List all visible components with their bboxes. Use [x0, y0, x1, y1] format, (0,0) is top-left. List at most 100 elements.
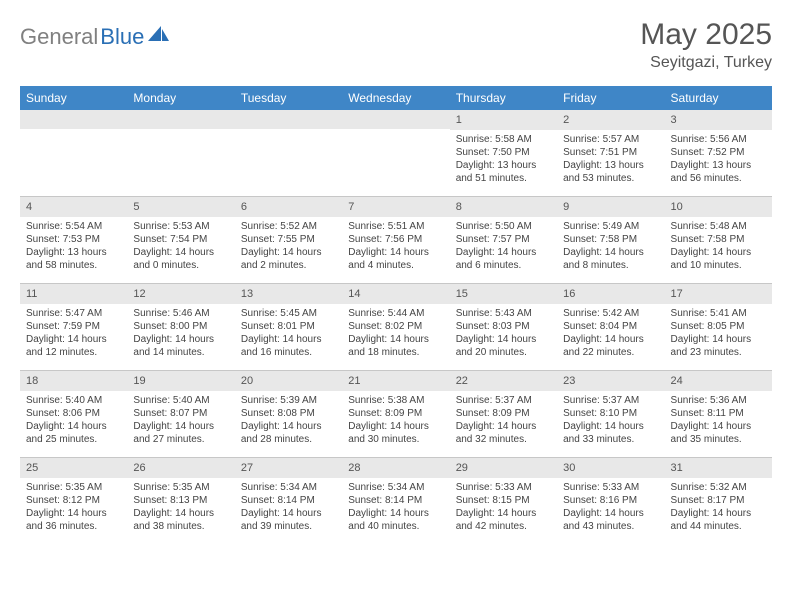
weekday-saturday: Saturday: [665, 86, 772, 110]
day-number: 1: [450, 110, 557, 130]
daylight-text: Daylight: 14 hours and 33 minutes.: [563, 420, 658, 446]
sunrise-text: Sunrise: 5:43 AM: [456, 307, 551, 320]
day-details: Sunrise: 5:42 AMSunset: 8:04 PMDaylight:…: [557, 304, 664, 365]
calendar-day: 5Sunrise: 5:53 AMSunset: 7:54 PMDaylight…: [127, 197, 234, 283]
calendar-day: 20Sunrise: 5:39 AMSunset: 8:08 PMDayligh…: [235, 371, 342, 457]
sunset-text: Sunset: 8:03 PM: [456, 320, 551, 333]
sunset-text: Sunset: 7:58 PM: [671, 233, 766, 246]
sunset-text: Sunset: 8:04 PM: [563, 320, 658, 333]
day-number: 14: [342, 284, 449, 304]
sunset-text: Sunset: 7:53 PM: [26, 233, 121, 246]
day-number: 5: [127, 197, 234, 217]
calendar-day: 14Sunrise: 5:44 AMSunset: 8:02 PMDayligh…: [342, 284, 449, 370]
daylight-text: Daylight: 14 hours and 36 minutes.: [26, 507, 121, 533]
sunrise-text: Sunrise: 5:40 AM: [26, 394, 121, 407]
sunrise-text: Sunrise: 5:36 AM: [671, 394, 766, 407]
calendar-grid: 1Sunrise: 5:58 AMSunset: 7:50 PMDaylight…: [20, 110, 772, 544]
day-details: Sunrise: 5:37 AMSunset: 8:10 PMDaylight:…: [557, 391, 664, 452]
day-number: 9: [557, 197, 664, 217]
sunrise-text: Sunrise: 5:38 AM: [348, 394, 443, 407]
day-number: 16: [557, 284, 664, 304]
day-details: Sunrise: 5:54 AMSunset: 7:53 PMDaylight:…: [20, 217, 127, 278]
daylight-text: Daylight: 13 hours and 51 minutes.: [456, 159, 551, 185]
day-number: 13: [235, 284, 342, 304]
sunset-text: Sunset: 7:55 PM: [241, 233, 336, 246]
sunrise-text: Sunrise: 5:46 AM: [133, 307, 228, 320]
day-details: Sunrise: 5:33 AMSunset: 8:15 PMDaylight:…: [450, 478, 557, 539]
daylight-text: Daylight: 13 hours and 56 minutes.: [671, 159, 766, 185]
calendar-day: 28 Sunrise: 5:34 AMSunset: 8:14 PMDayligh…: [342, 458, 449, 544]
day-details: Sunrise: 5:39 AMSunset: 8:08 PMDaylight:…: [235, 391, 342, 452]
day-details: Sunrise: 5:51 AMSunset: 7:56 PMDaylight:…: [342, 217, 449, 278]
sunrise-text: Sunrise: 5:56 AM: [671, 133, 766, 146]
weekday-thursday: Thursday: [450, 86, 557, 110]
calendar-day: 10Sunrise: 5:48 AMSunset: 7:58 PMDayligh…: [665, 197, 772, 283]
day-number: [342, 110, 449, 129]
sunrise-text: Sunrise: 5:33 AM: [563, 481, 658, 494]
daylight-text: Daylight: 14 hours and 0 minutes.: [133, 246, 228, 272]
day-details: Sunrise: 5:53 AMSunset: 7:54 PMDaylight:…: [127, 217, 234, 278]
sunrise-text: Sunrise: 5:35 AM: [26, 481, 121, 494]
calendar-day: 24Sunrise: 5:36 AMSunset: 8:11 PMDayligh…: [665, 371, 772, 457]
day-number: 10: [665, 197, 772, 217]
sunset-text: Sunset: 8:09 PM: [456, 407, 551, 420]
sunset-text: Sunset: 7:50 PM: [456, 146, 551, 159]
sunset-text: Sunset: 8:10 PM: [563, 407, 658, 420]
day-number: 29: [450, 458, 557, 478]
day-number: 28: [342, 458, 449, 478]
sunset-text: Sunset: 8:08 PM: [241, 407, 336, 420]
sail-icon: [148, 26, 170, 49]
calendar-day: 8Sunrise: 5:50 AMSunset: 7:57 PMDaylight…: [450, 197, 557, 283]
calendar-day: 25Sunrise: 5:35 AMSunset: 8:12 PMDayligh…: [20, 458, 127, 544]
day-details: Sunrise: 5:36 AMSunset: 8:11 PMDaylight:…: [665, 391, 772, 452]
daylight-text: Daylight: 14 hours and 39 minutes.: [241, 507, 336, 533]
day-details: Sunrise: 5:40 AMSunset: 8:06 PMDaylight:…: [20, 391, 127, 452]
month-title: May 2025: [640, 18, 772, 52]
calendar-day: 17Sunrise: 5:41 AMSunset: 8:05 PMDayligh…: [665, 284, 772, 370]
sunset-text: Sunset: 8:01 PM: [241, 320, 336, 333]
daylight-text: Daylight: 14 hours and 6 minutes.: [456, 246, 551, 272]
calendar-week: 18Sunrise: 5:40 AMSunset: 8:06 PMDayligh…: [20, 370, 772, 457]
day-details: Sunrise: 5:50 AMSunset: 7:57 PMDaylight:…: [450, 217, 557, 278]
calendar-day: 3Sunrise: 5:56 AMSunset: 7:52 PMDaylight…: [665, 110, 772, 196]
logo-text-blue: Blue: [100, 24, 144, 50]
sunset-text: Sunset: 8:00 PM: [133, 320, 228, 333]
sunrise-text: Sunrise: 5:44 AM: [348, 307, 443, 320]
day-details: Sunrise: 5:35 AMSunset: 8:12 PMDaylight:…: [20, 478, 127, 539]
day-details: Sunrise: 5:41 AMSunset: 8:05 PMDaylight:…: [665, 304, 772, 365]
day-details: Sunrise: 5:48 AMSunset: 7:58 PMDaylight:…: [665, 217, 772, 278]
weekday-friday: Friday: [557, 86, 664, 110]
day-number: 22: [450, 371, 557, 391]
day-number: 23: [557, 371, 664, 391]
calendar-day-empty: [235, 110, 342, 196]
day-number: 11: [20, 284, 127, 304]
day-details: Sunrise: 5:47 AMSunset: 7:59 PMDaylight:…: [20, 304, 127, 365]
sunrise-text: Sunrise: 5:37 AM: [456, 394, 551, 407]
weekday-wednesday: Wednesday: [342, 86, 449, 110]
sunrise-text: Sunrise: 5:35 AM: [133, 481, 228, 494]
sunrise-text: Sunrise: 5:34 AM: [348, 481, 443, 494]
calendar-day: 13Sunrise: 5:45 AMSunset: 8:01 PMDayligh…: [235, 284, 342, 370]
weekday-tuesday: Tuesday: [235, 86, 342, 110]
calendar-day: 11Sunrise: 5:47 AMSunset: 7:59 PMDayligh…: [20, 284, 127, 370]
daylight-text: Daylight: 14 hours and 42 minutes.: [456, 507, 551, 533]
day-number: 19: [127, 371, 234, 391]
day-details: Sunrise: 5:57 AMSunset: 7:51 PMDaylight:…: [557, 130, 664, 191]
daylight-text: Daylight: 14 hours and 25 minutes.: [26, 420, 121, 446]
day-number: 8: [450, 197, 557, 217]
daylight-text: Daylight: 13 hours and 58 minutes.: [26, 246, 121, 272]
location: Seyitgazi, Turkey: [640, 54, 772, 72]
daylight-text: Daylight: 14 hours and 38 minutes.: [133, 507, 228, 533]
sunrise-text: Sunrise: 5:50 AM: [456, 220, 551, 233]
day-number: 17: [665, 284, 772, 304]
sunset-text: Sunset: 8:14 PM: [348, 494, 443, 507]
daylight-text: Daylight: 14 hours and 27 minutes.: [133, 420, 228, 446]
day-details: Sunrise: 5:32 AMSunset: 8:17 PMDaylight:…: [665, 478, 772, 539]
daylight-text: Daylight: 14 hours and 40 minutes.: [348, 507, 443, 533]
sunset-text: Sunset: 8:14 PM: [241, 494, 336, 507]
daylight-text: Daylight: 14 hours and 35 minutes.: [671, 420, 766, 446]
calendar-day: 6Sunrise: 5:52 AMSunset: 7:55 PMDaylight…: [235, 197, 342, 283]
day-number: 30: [557, 458, 664, 478]
sunset-text: Sunset: 8:06 PM: [26, 407, 121, 420]
daylight-text: Daylight: 14 hours and 43 minutes.: [563, 507, 658, 533]
